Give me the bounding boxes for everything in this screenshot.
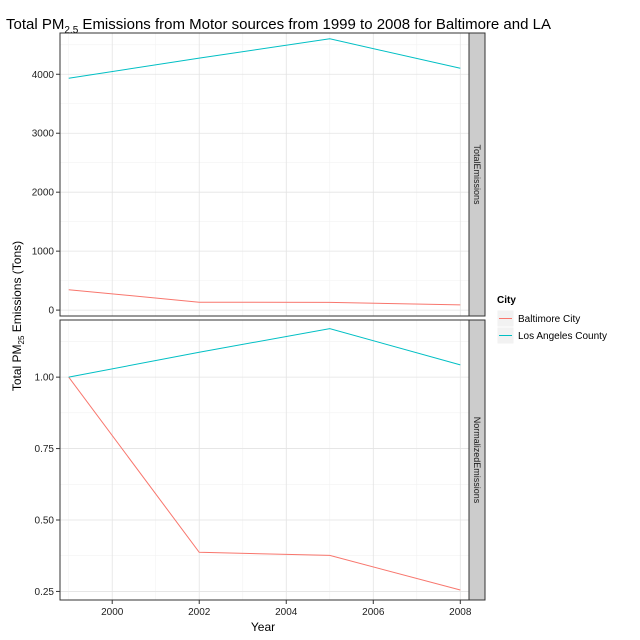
legend-title: City [497,295,516,306]
chart-title-suffix: Emissions from Motor sources from 1999 t… [78,16,551,33]
y-tick-label: 0.50 [35,516,55,527]
legend-label: Baltimore City [518,314,580,325]
y-tick-label: 4000 [32,70,55,81]
legend-label: Los Angeles County [518,331,607,342]
x-tick-label: 2004 [275,607,298,618]
x-tick-label: 2000 [101,607,124,618]
y-tick-label: 3000 [32,129,55,140]
facet-strip [468,32,486,317]
y-tick-label: 0.75 [35,444,55,455]
series-line-baltimore-city [68,289,461,306]
x-tick-label: 2008 [449,607,472,618]
series-line-los-angeles-county [68,38,461,79]
facet-strip-label: NormalizedEmissions [472,417,482,504]
series-line-los-angeles-county [68,328,461,378]
panels: TotalEmissions 0 1000 2000 3000 4000 Normalize… [32,32,486,618]
y-tick-label: 0.25 [35,587,55,598]
chart-title-subscript: 2.5 [64,25,78,36]
y-tick-label: 2000 [32,188,55,199]
y-tick-label: 1.00 [35,373,55,384]
x-axis-title: Year [251,620,275,634]
y-axis-title: Total PM25 Emissions (Tons) [10,241,26,391]
series-line-baltimore-city [68,376,461,591]
panel-1: TotalEmissions 0 1000 2000 3000 4000 [32,32,486,317]
y-axis-title-suffix: Emissions (Tons) [10,241,24,336]
y-axis-title-subscript: 25 [17,335,26,344]
panel-2: NormalizedEmissions 0.25 0.50 0.75 1.00 2000 2… [35,319,486,618]
y-axis-title-prefix: Total PM [10,344,24,391]
chart-title: Total PM2.5 Emissions from Motor sources… [6,16,551,36]
chart-title-prefix: Total PM [6,16,64,33]
facet-strip [468,319,486,601]
panel-border [59,319,470,601]
panel-border [59,32,470,317]
legend: City Baltimore City Los Angeles County [496,295,607,345]
facet-strip-label: TotalEmissions [472,144,482,205]
legend-item-baltimore-city: Baltimore City [496,309,580,328]
legend-item-los-angeles-county: Los Angeles County [496,326,607,345]
y-tick-label: 0 [48,306,54,317]
x-tick-label: 2002 [188,607,211,618]
x-tick-label: 2006 [362,607,385,618]
y-tick-label: 1000 [32,247,55,258]
